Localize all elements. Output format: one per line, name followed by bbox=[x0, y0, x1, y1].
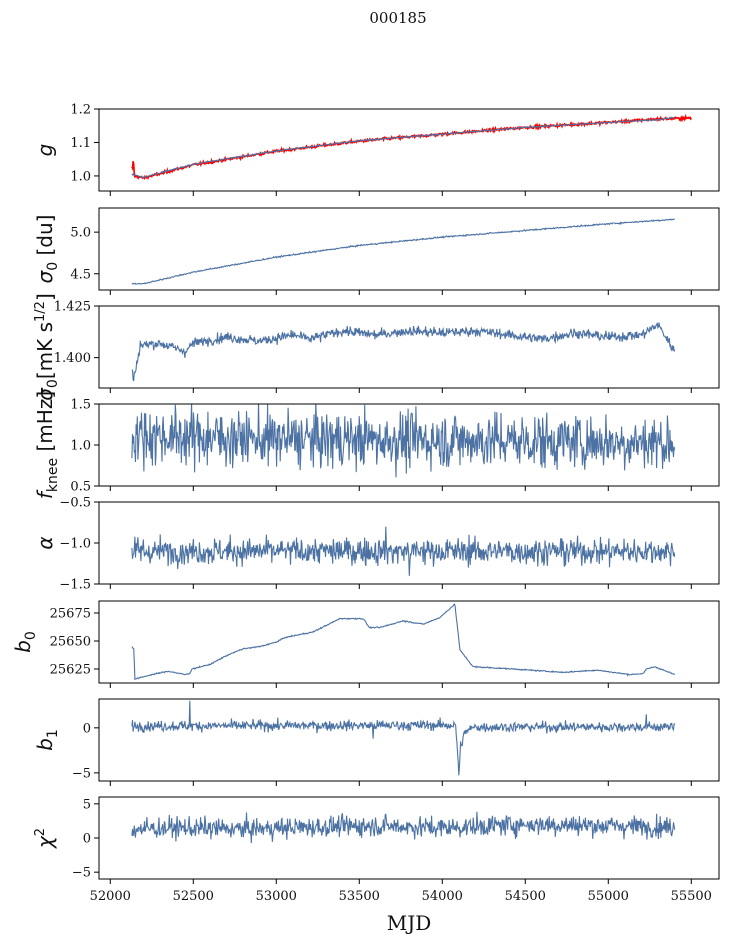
axes-frame bbox=[98, 600, 720, 684]
y-label-end: ] bbox=[33, 293, 57, 301]
x-tick-label: 52500 bbox=[173, 889, 214, 904]
y-axis-label-sigma0-du: σ0 [du] bbox=[33, 215, 61, 284]
y-tick-label: 0.5 bbox=[70, 480, 91, 495]
axes-frame bbox=[98, 207, 720, 291]
series-line-g-fit bbox=[131, 113, 692, 181]
y-axis-label-fknee: fknee [mHz] bbox=[33, 391, 61, 499]
panel-b1: −5 0 b1 bbox=[33, 698, 720, 786]
series-line-b0 bbox=[131, 603, 676, 681]
x-tick-label: 54500 bbox=[505, 889, 546, 904]
x-tick-label: 53000 bbox=[256, 889, 297, 904]
x-tick-label: 54000 bbox=[422, 889, 463, 904]
y-label-main: f bbox=[33, 489, 57, 499]
axes-frame bbox=[98, 698, 720, 782]
series-line-alpha bbox=[131, 526, 676, 576]
panel-alpha: −1.5 −1.0 −0.5 α bbox=[33, 496, 720, 593]
y-tick-label: 5.0 bbox=[70, 226, 91, 241]
y-label-main: g bbox=[33, 144, 57, 157]
y-label-sub: 0 bbox=[45, 379, 61, 388]
y-tick-label: 1.1 bbox=[70, 136, 91, 151]
y-axis-label-b1: b1 bbox=[33, 729, 61, 751]
axes-frame bbox=[98, 305, 720, 389]
panel-chi2: 52000 52500 53000 53500 54000 54500 55000 55500… bbox=[33, 796, 720, 904]
figure-title: 000185 bbox=[369, 9, 426, 27]
panel-b0: 25625 25650 25675 b0 bbox=[11, 600, 720, 688]
y-tick-label: 25625 bbox=[50, 662, 91, 677]
x-axis-label: MJD bbox=[387, 911, 432, 935]
y-axis-label-chi2: χ2 bbox=[33, 828, 57, 849]
y-label-unit: [mHz] bbox=[33, 391, 57, 458]
y-label-sub: knee bbox=[45, 458, 61, 492]
y-tick-label: 1.5 bbox=[70, 398, 91, 413]
y-axis-label-b0: b0 bbox=[11, 631, 39, 653]
y-tick-label: 1.425 bbox=[54, 300, 91, 315]
y-tick-label: 1.0 bbox=[70, 169, 91, 184]
axes-frame bbox=[98, 108, 720, 192]
y-tick-label: 25675 bbox=[50, 606, 91, 621]
series-line-sigma0 bbox=[131, 218, 675, 285]
panel-sigma0-du: 4.5 5.0 σ0 [du] bbox=[33, 207, 720, 295]
y-label-sup: 2 bbox=[33, 828, 48, 836]
y-tick-label: −5 bbox=[72, 766, 91, 781]
axes-frame bbox=[98, 796, 720, 880]
y-axis-label-alpha: α bbox=[33, 536, 57, 549]
y-label-unit: [du] bbox=[33, 215, 57, 262]
y-axis-label-sigma0-white: σ0[mK s1/2] bbox=[33, 293, 61, 401]
y-tick-label: 0 bbox=[83, 721, 91, 736]
x-tick-label: 55500 bbox=[671, 889, 712, 904]
x-tick-label: 53500 bbox=[339, 889, 380, 904]
y-label-main: σ bbox=[33, 387, 57, 401]
y-tick-label: 1.0 bbox=[70, 439, 91, 454]
series-line-b1 bbox=[131, 700, 676, 776]
y-label-main: σ bbox=[33, 269, 57, 283]
x-tick-label: 55000 bbox=[588, 889, 629, 904]
panel-g: 1.0 1.1 1.2 g bbox=[33, 103, 720, 196]
y-tick-label: 5 bbox=[83, 797, 91, 812]
y-label-main: b bbox=[33, 738, 57, 751]
panel-fknee: 0.5 1.0 1.5 fknee [mHz] bbox=[33, 391, 720, 499]
series-line-sigma0-white bbox=[131, 322, 676, 382]
y-tick-label: 4.5 bbox=[70, 267, 91, 282]
y-tick-label: 1.400 bbox=[54, 351, 91, 366]
y-label-main: χ bbox=[33, 835, 57, 849]
y-tick-label: 1.2 bbox=[70, 103, 91, 118]
y-label-sub: 0 bbox=[45, 262, 61, 271]
y-axis-label-g: g bbox=[33, 144, 57, 157]
y-tick-label: 25650 bbox=[50, 634, 91, 649]
x-tick-label: 52000 bbox=[90, 889, 131, 904]
y-tick-label: 0 bbox=[83, 832, 91, 847]
y-tick-label: −5 bbox=[72, 866, 91, 881]
y-tick-label: −0.5 bbox=[59, 496, 91, 511]
y-label-unit: [mK s bbox=[33, 322, 57, 379]
y-label-sub: 1 bbox=[45, 729, 61, 738]
y-label-sub: 0 bbox=[23, 631, 39, 640]
series-line-chi2 bbox=[131, 811, 676, 844]
y-label-sup: 1/2 bbox=[33, 301, 48, 322]
series-line-g bbox=[131, 116, 676, 179]
y-tick-label: −1.5 bbox=[59, 578, 91, 593]
y-label-main: b bbox=[11, 640, 35, 653]
series-line-fknee bbox=[131, 404, 676, 478]
y-label-main: α bbox=[33, 536, 57, 549]
y-tick-label: −1.0 bbox=[59, 537, 91, 552]
